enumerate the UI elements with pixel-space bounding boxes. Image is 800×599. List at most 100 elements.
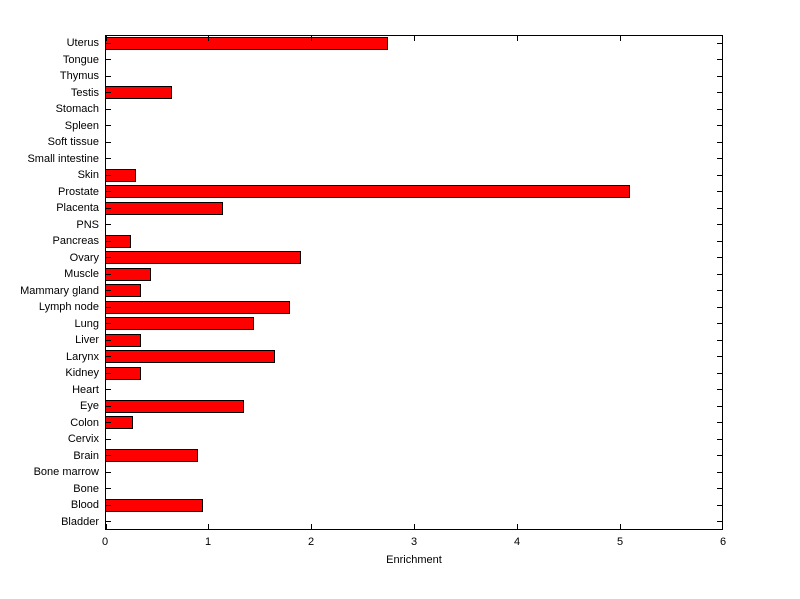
y-tick-left	[106, 174, 111, 176]
x-tick-top	[619, 36, 621, 41]
axis-box	[105, 35, 723, 530]
x-tick-label: 5	[616, 536, 624, 548]
y-tick-label: Small intestine	[27, 152, 99, 165]
y-tick-left	[106, 158, 111, 160]
y-tick-left	[106, 389, 111, 391]
y-tick-right	[717, 488, 722, 490]
plot-area	[105, 35, 723, 530]
y-tick-label: Larynx	[65, 350, 99, 363]
y-tick-right	[717, 521, 722, 523]
y-tick-left	[106, 108, 111, 110]
y-tick-right	[717, 273, 722, 275]
y-tick-right	[717, 372, 722, 374]
x-axis-title: Enrichment	[386, 554, 442, 566]
y-tick-label: Uterus	[66, 37, 99, 50]
x-tick-bottom	[413, 524, 415, 529]
y-tick-label: Colon	[70, 416, 99, 429]
y-tick-right	[717, 422, 722, 424]
y-tick-left	[106, 92, 111, 94]
bar-lung	[105, 317, 255, 331]
y-tick-right	[717, 141, 722, 143]
y-tick-left	[106, 339, 111, 341]
y-tick-right	[717, 405, 722, 407]
y-tick-left	[106, 372, 111, 374]
bar-brain	[105, 449, 198, 463]
x-tick-top	[105, 36, 107, 41]
y-tick-right	[717, 504, 722, 506]
y-tick-right	[717, 125, 722, 127]
bar-eye	[105, 399, 245, 413]
y-tick-right	[717, 42, 722, 44]
y-tick-label: Lymph node	[38, 301, 99, 314]
x-tick-bottom	[619, 524, 621, 529]
y-tick-left	[106, 141, 111, 143]
y-tick-right	[717, 207, 722, 209]
y-tick-label: Spleen	[64, 119, 99, 132]
bar-uterus	[105, 36, 389, 50]
bar-muscle	[105, 267, 152, 281]
y-tick-left	[106, 257, 111, 259]
bar-mammary-gland	[105, 284, 142, 298]
x-tick-label: 6	[719, 536, 727, 548]
y-tick-left	[106, 405, 111, 407]
y-tick-label: Bladder	[61, 515, 99, 528]
x-tick-top	[310, 36, 312, 41]
y-tick-left	[106, 125, 111, 127]
y-tick-right	[717, 438, 722, 440]
x-tick-top	[721, 36, 723, 41]
bar-pancreas	[105, 234, 131, 248]
y-tick-label: Skin	[77, 169, 99, 182]
y-tick-right	[717, 240, 722, 242]
y-tick-left	[106, 422, 111, 424]
y-tick-label: Soft tissue	[47, 136, 99, 149]
y-tick-left	[106, 323, 111, 325]
bar-colon	[105, 416, 133, 430]
y-tick-left	[106, 75, 111, 77]
y-tick-right	[717, 356, 722, 358]
y-tick-label: Eye	[80, 400, 99, 413]
x-tick-label: 1	[204, 536, 212, 548]
x-tick-bottom	[310, 524, 312, 529]
y-tick-label: Prostate	[58, 185, 99, 198]
x-tick-top	[207, 36, 209, 41]
y-tick-label: Pancreas	[52, 235, 99, 248]
y-tick-label: Brain	[73, 449, 99, 462]
bar-blood	[105, 498, 203, 512]
y-tick-label: Kidney	[65, 367, 99, 380]
y-tick-right	[717, 174, 722, 176]
y-tick-right	[717, 75, 722, 77]
x-tick-bottom	[721, 524, 723, 529]
y-tick-right	[717, 59, 722, 61]
y-tick-left	[106, 42, 111, 44]
x-tick-top	[413, 36, 415, 41]
y-tick-label: Stomach	[55, 103, 99, 116]
y-tick-left	[106, 455, 111, 457]
y-tick-label: Bone	[73, 482, 99, 495]
y-tick-left	[106, 191, 111, 193]
y-tick-left	[106, 521, 111, 523]
y-tick-right	[717, 323, 722, 325]
bar-testis	[105, 86, 172, 100]
bar-prostate	[105, 185, 631, 199]
bar-skin	[105, 168, 136, 182]
y-tick-label: Blood	[70, 499, 99, 512]
x-tick-label: 2	[307, 536, 315, 548]
y-tick-right	[717, 158, 722, 160]
y-tick-left	[106, 59, 111, 61]
y-tick-left	[106, 306, 111, 308]
y-tick-label: PNS	[76, 218, 99, 231]
bar-larynx	[105, 350, 275, 364]
y-tick-label: Placenta	[56, 202, 99, 215]
y-tick-label: Thymus	[59, 70, 99, 83]
y-tick-label: Heart	[72, 383, 99, 396]
y-tick-left	[106, 207, 111, 209]
x-tick-label: 0	[101, 536, 109, 548]
y-tick-left	[106, 488, 111, 490]
x-tick-label: 4	[513, 536, 521, 548]
y-tick-right	[717, 108, 722, 110]
x-tick-label: 3	[410, 536, 418, 548]
y-tick-right	[717, 224, 722, 226]
y-tick-left	[106, 356, 111, 358]
y-tick-right	[717, 455, 722, 457]
y-tick-left	[106, 438, 111, 440]
